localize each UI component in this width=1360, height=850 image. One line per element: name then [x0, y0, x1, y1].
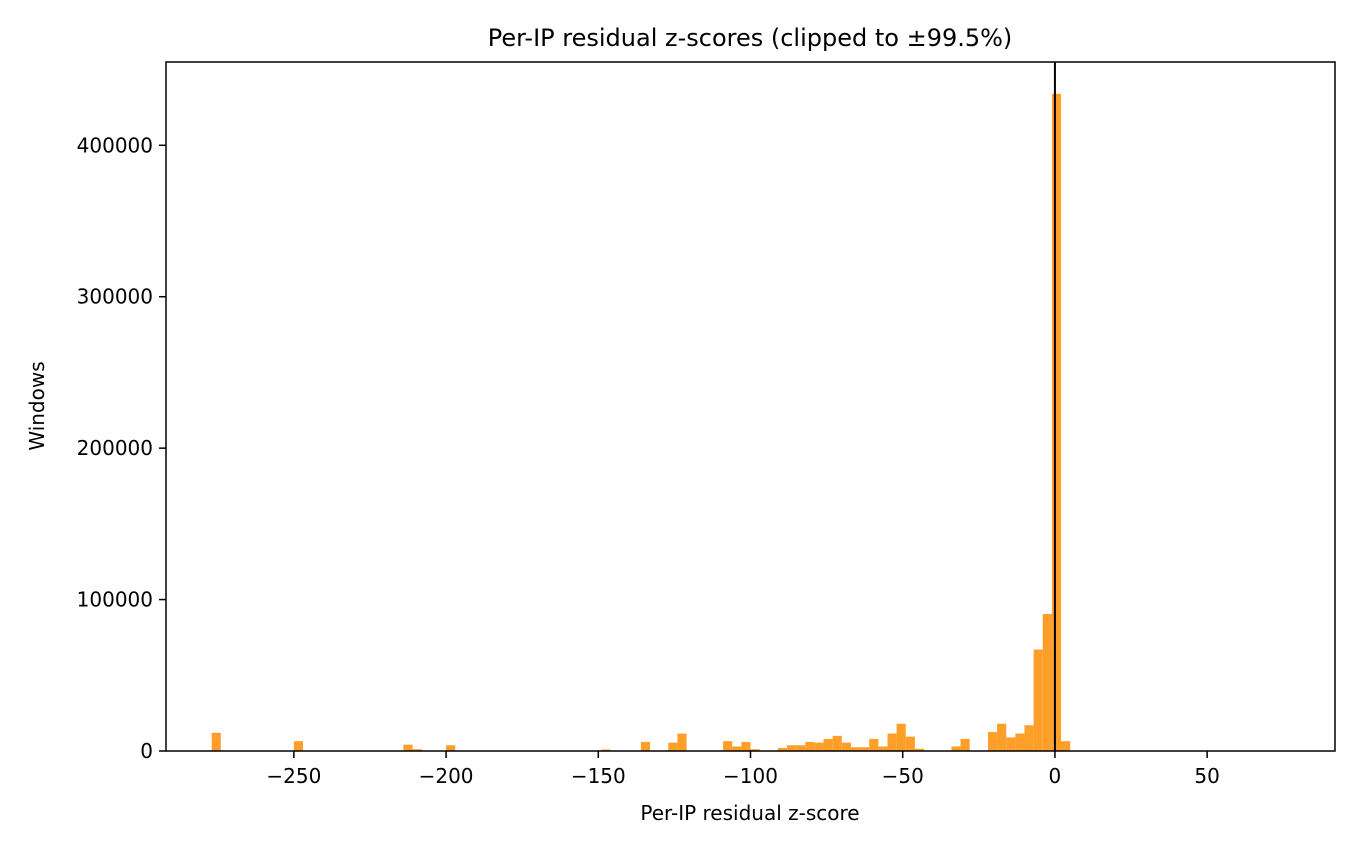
x-axis-label: Per-IP residual z-score — [640, 801, 859, 825]
histogram-bar — [860, 747, 870, 751]
histogram-bar — [668, 742, 678, 751]
histogram-bars — [211, 93, 1071, 752]
histogram-bar — [601, 749, 611, 751]
histogram-bar — [814, 742, 824, 751]
x-tick-label: −100 — [723, 764, 778, 788]
histogram-bar — [1033, 649, 1043, 751]
histogram-bar — [896, 723, 906, 751]
histogram-bar — [823, 738, 833, 751]
histogram-bar — [796, 745, 806, 751]
histogram-bar — [997, 723, 1007, 751]
histogram-bar — [951, 746, 961, 751]
histogram-bar — [446, 745, 456, 751]
histogram-bar — [403, 744, 413, 751]
y-tick-label: 300000 — [77, 285, 153, 309]
histogram-bar — [211, 732, 221, 751]
histogram-bar — [887, 733, 897, 751]
histogram-bar — [850, 747, 861, 751]
histogram-bar — [640, 741, 651, 751]
y-tick-label: 100000 — [77, 588, 153, 612]
histogram-bar — [987, 732, 998, 751]
x-tick-label: 0 — [1049, 764, 1062, 788]
x-tick-label: −250 — [266, 764, 321, 788]
histogram-bar — [777, 747, 788, 751]
x-tick-label: −200 — [419, 764, 474, 788]
histogram-bar — [293, 741, 303, 751]
histogram-bar — [677, 733, 687, 751]
histogram-bar — [878, 746, 888, 751]
histogram-bar — [841, 742, 851, 751]
y-tick-label: 0 — [140, 739, 153, 763]
histogram-bar — [1042, 613, 1052, 751]
y-tick-label: 400000 — [77, 133, 153, 157]
histogram-bar — [732, 746, 742, 751]
histogram-bar — [750, 749, 760, 751]
x-tick-label: −150 — [571, 764, 626, 788]
plot-frame — [165, 61, 1336, 752]
y-axis-label: Windows — [25, 361, 49, 450]
x-tick-label: 50 — [1194, 764, 1219, 788]
histogram-bar — [1024, 725, 1034, 751]
histogram-bar — [1061, 741, 1071, 751]
histogram-bar — [1015, 733, 1025, 751]
histogram-bar — [905, 736, 915, 751]
x-tick-label: −50 — [882, 764, 924, 788]
y-tick-label: 200000 — [77, 436, 153, 460]
histogram-bar — [1051, 93, 1062, 752]
histogram-bar — [412, 749, 422, 751]
histogram-bar — [787, 745, 797, 751]
histogram-bar — [832, 735, 842, 751]
histogram-bar — [914, 748, 925, 751]
histogram-bar — [960, 738, 970, 751]
histogram-bar — [1006, 737, 1016, 751]
histogram-bar — [741, 741, 751, 751]
chart-title: Per-IP residual z-scores (clipped to ±99… — [488, 24, 1013, 52]
y-axis-ticks: 0 100000 200000 300000 400000 — [77, 133, 166, 763]
histogram-bar — [869, 738, 879, 751]
histogram-bar — [723, 741, 733, 751]
histogram-bar — [805, 741, 815, 751]
x-axis-ticks: −250 −200 −150 −100 −50 0 50 — [266, 751, 1220, 788]
